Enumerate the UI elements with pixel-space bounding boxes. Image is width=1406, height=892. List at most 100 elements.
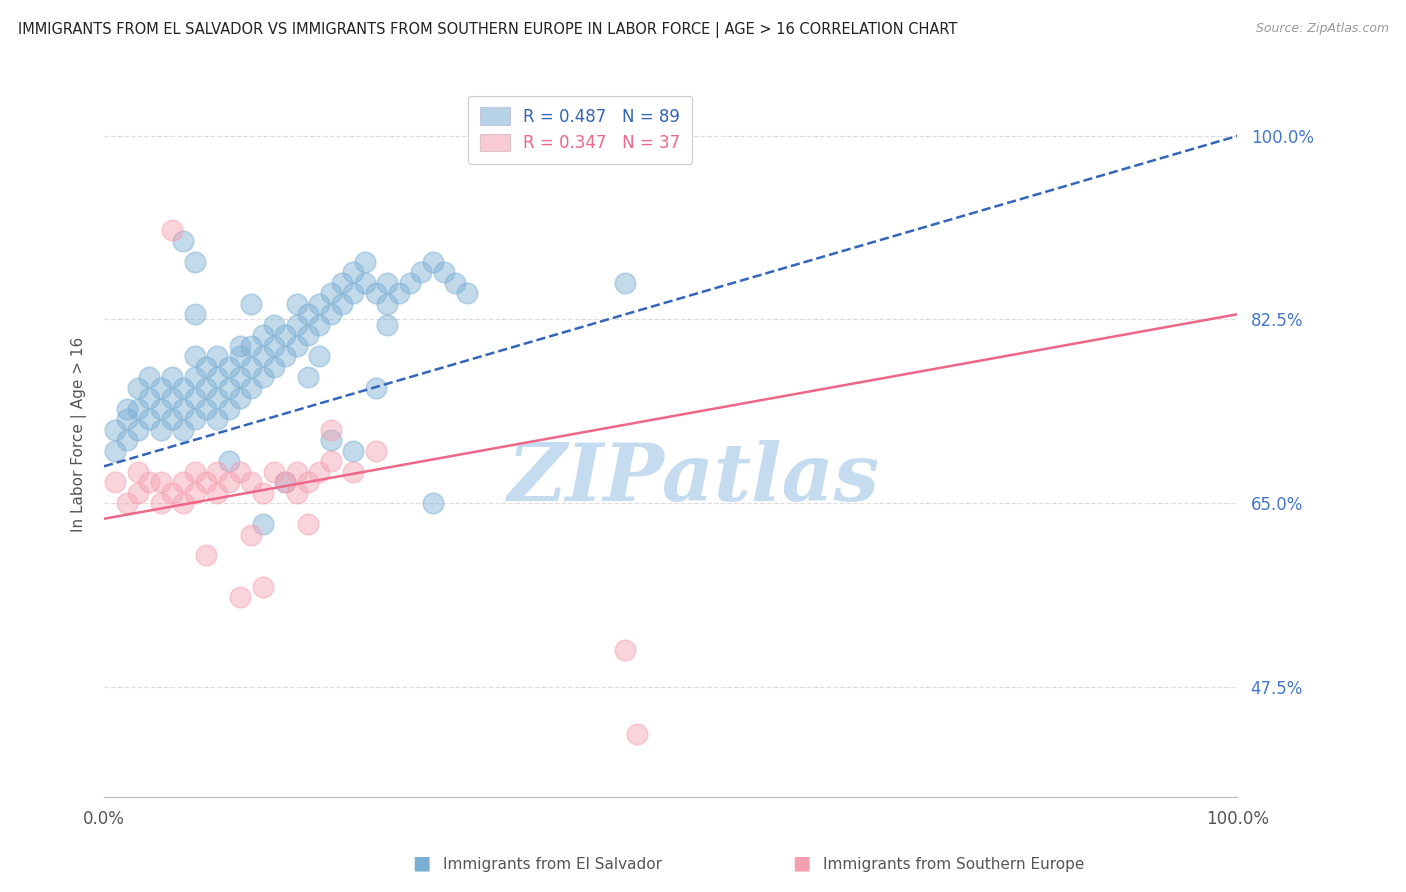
Point bbox=[229, 339, 252, 353]
Point bbox=[342, 286, 364, 301]
Point bbox=[342, 443, 364, 458]
Point bbox=[229, 370, 252, 384]
Point bbox=[229, 465, 252, 479]
Point bbox=[342, 465, 364, 479]
Point bbox=[160, 391, 183, 405]
Point bbox=[172, 234, 194, 248]
Point bbox=[364, 443, 387, 458]
Point bbox=[364, 381, 387, 395]
Point bbox=[456, 286, 478, 301]
Point bbox=[104, 475, 127, 489]
Point bbox=[330, 297, 353, 311]
Point bbox=[104, 423, 127, 437]
Point bbox=[207, 485, 229, 500]
Point bbox=[183, 370, 205, 384]
Point bbox=[399, 276, 422, 290]
Point bbox=[149, 423, 172, 437]
Point bbox=[422, 496, 444, 510]
Point bbox=[353, 276, 375, 290]
Point bbox=[115, 412, 138, 426]
Text: Immigrants from El Salvador: Immigrants from El Salvador bbox=[443, 857, 662, 872]
Point bbox=[115, 433, 138, 447]
Point bbox=[183, 412, 205, 426]
Point bbox=[160, 223, 183, 237]
Point bbox=[194, 549, 217, 563]
Point bbox=[297, 475, 319, 489]
Legend: R = 0.487   N = 89, R = 0.347   N = 37: R = 0.487 N = 89, R = 0.347 N = 37 bbox=[468, 95, 692, 164]
Point bbox=[308, 318, 330, 332]
Point bbox=[207, 391, 229, 405]
Point bbox=[194, 401, 217, 416]
Point bbox=[127, 465, 149, 479]
Point bbox=[207, 465, 229, 479]
Point bbox=[172, 496, 194, 510]
Point bbox=[218, 475, 240, 489]
Point bbox=[263, 465, 285, 479]
Point bbox=[240, 359, 263, 374]
Point bbox=[160, 370, 183, 384]
Text: IMMIGRANTS FROM EL SALVADOR VS IMMIGRANTS FROM SOUTHERN EUROPE IN LABOR FORCE | : IMMIGRANTS FROM EL SALVADOR VS IMMIGRANT… bbox=[18, 22, 957, 38]
Point bbox=[252, 485, 274, 500]
Text: ZIPatlas: ZIPatlas bbox=[508, 440, 879, 517]
Point bbox=[240, 527, 263, 541]
Point bbox=[319, 433, 342, 447]
Point bbox=[138, 370, 160, 384]
Point bbox=[252, 349, 274, 363]
Point bbox=[207, 349, 229, 363]
Point bbox=[183, 254, 205, 268]
Point bbox=[342, 265, 364, 279]
Point bbox=[263, 339, 285, 353]
Point bbox=[375, 276, 398, 290]
Point bbox=[375, 297, 398, 311]
Point bbox=[274, 475, 297, 489]
Point bbox=[297, 370, 319, 384]
Point bbox=[149, 496, 172, 510]
Point bbox=[353, 254, 375, 268]
Point bbox=[297, 307, 319, 321]
Point bbox=[285, 465, 308, 479]
Point bbox=[183, 485, 205, 500]
Point bbox=[229, 591, 252, 605]
Point bbox=[263, 318, 285, 332]
Point bbox=[444, 276, 467, 290]
Point bbox=[614, 643, 637, 657]
Point bbox=[614, 276, 637, 290]
Point bbox=[127, 401, 149, 416]
Point bbox=[240, 381, 263, 395]
Point bbox=[138, 412, 160, 426]
Point bbox=[240, 475, 263, 489]
Point bbox=[319, 454, 342, 468]
Point bbox=[104, 443, 127, 458]
Point bbox=[127, 381, 149, 395]
Point bbox=[422, 254, 444, 268]
Point bbox=[285, 339, 308, 353]
Point bbox=[285, 318, 308, 332]
Point bbox=[274, 349, 297, 363]
Point bbox=[308, 465, 330, 479]
Point bbox=[252, 580, 274, 594]
Point bbox=[229, 349, 252, 363]
Point bbox=[411, 265, 433, 279]
Y-axis label: In Labor Force | Age > 16: In Labor Force | Age > 16 bbox=[72, 337, 87, 533]
Point bbox=[252, 370, 274, 384]
Point bbox=[183, 391, 205, 405]
Point bbox=[218, 359, 240, 374]
Point bbox=[127, 485, 149, 500]
Point bbox=[138, 475, 160, 489]
Point bbox=[194, 359, 217, 374]
Point bbox=[319, 286, 342, 301]
Point bbox=[172, 423, 194, 437]
Point bbox=[115, 496, 138, 510]
Point bbox=[274, 328, 297, 343]
Point bbox=[207, 370, 229, 384]
Point bbox=[160, 485, 183, 500]
Point bbox=[229, 391, 252, 405]
Point bbox=[172, 381, 194, 395]
Point bbox=[252, 516, 274, 531]
Point bbox=[183, 465, 205, 479]
Point bbox=[207, 412, 229, 426]
Point bbox=[297, 328, 319, 343]
Point bbox=[319, 307, 342, 321]
Point bbox=[433, 265, 456, 279]
Point bbox=[297, 516, 319, 531]
